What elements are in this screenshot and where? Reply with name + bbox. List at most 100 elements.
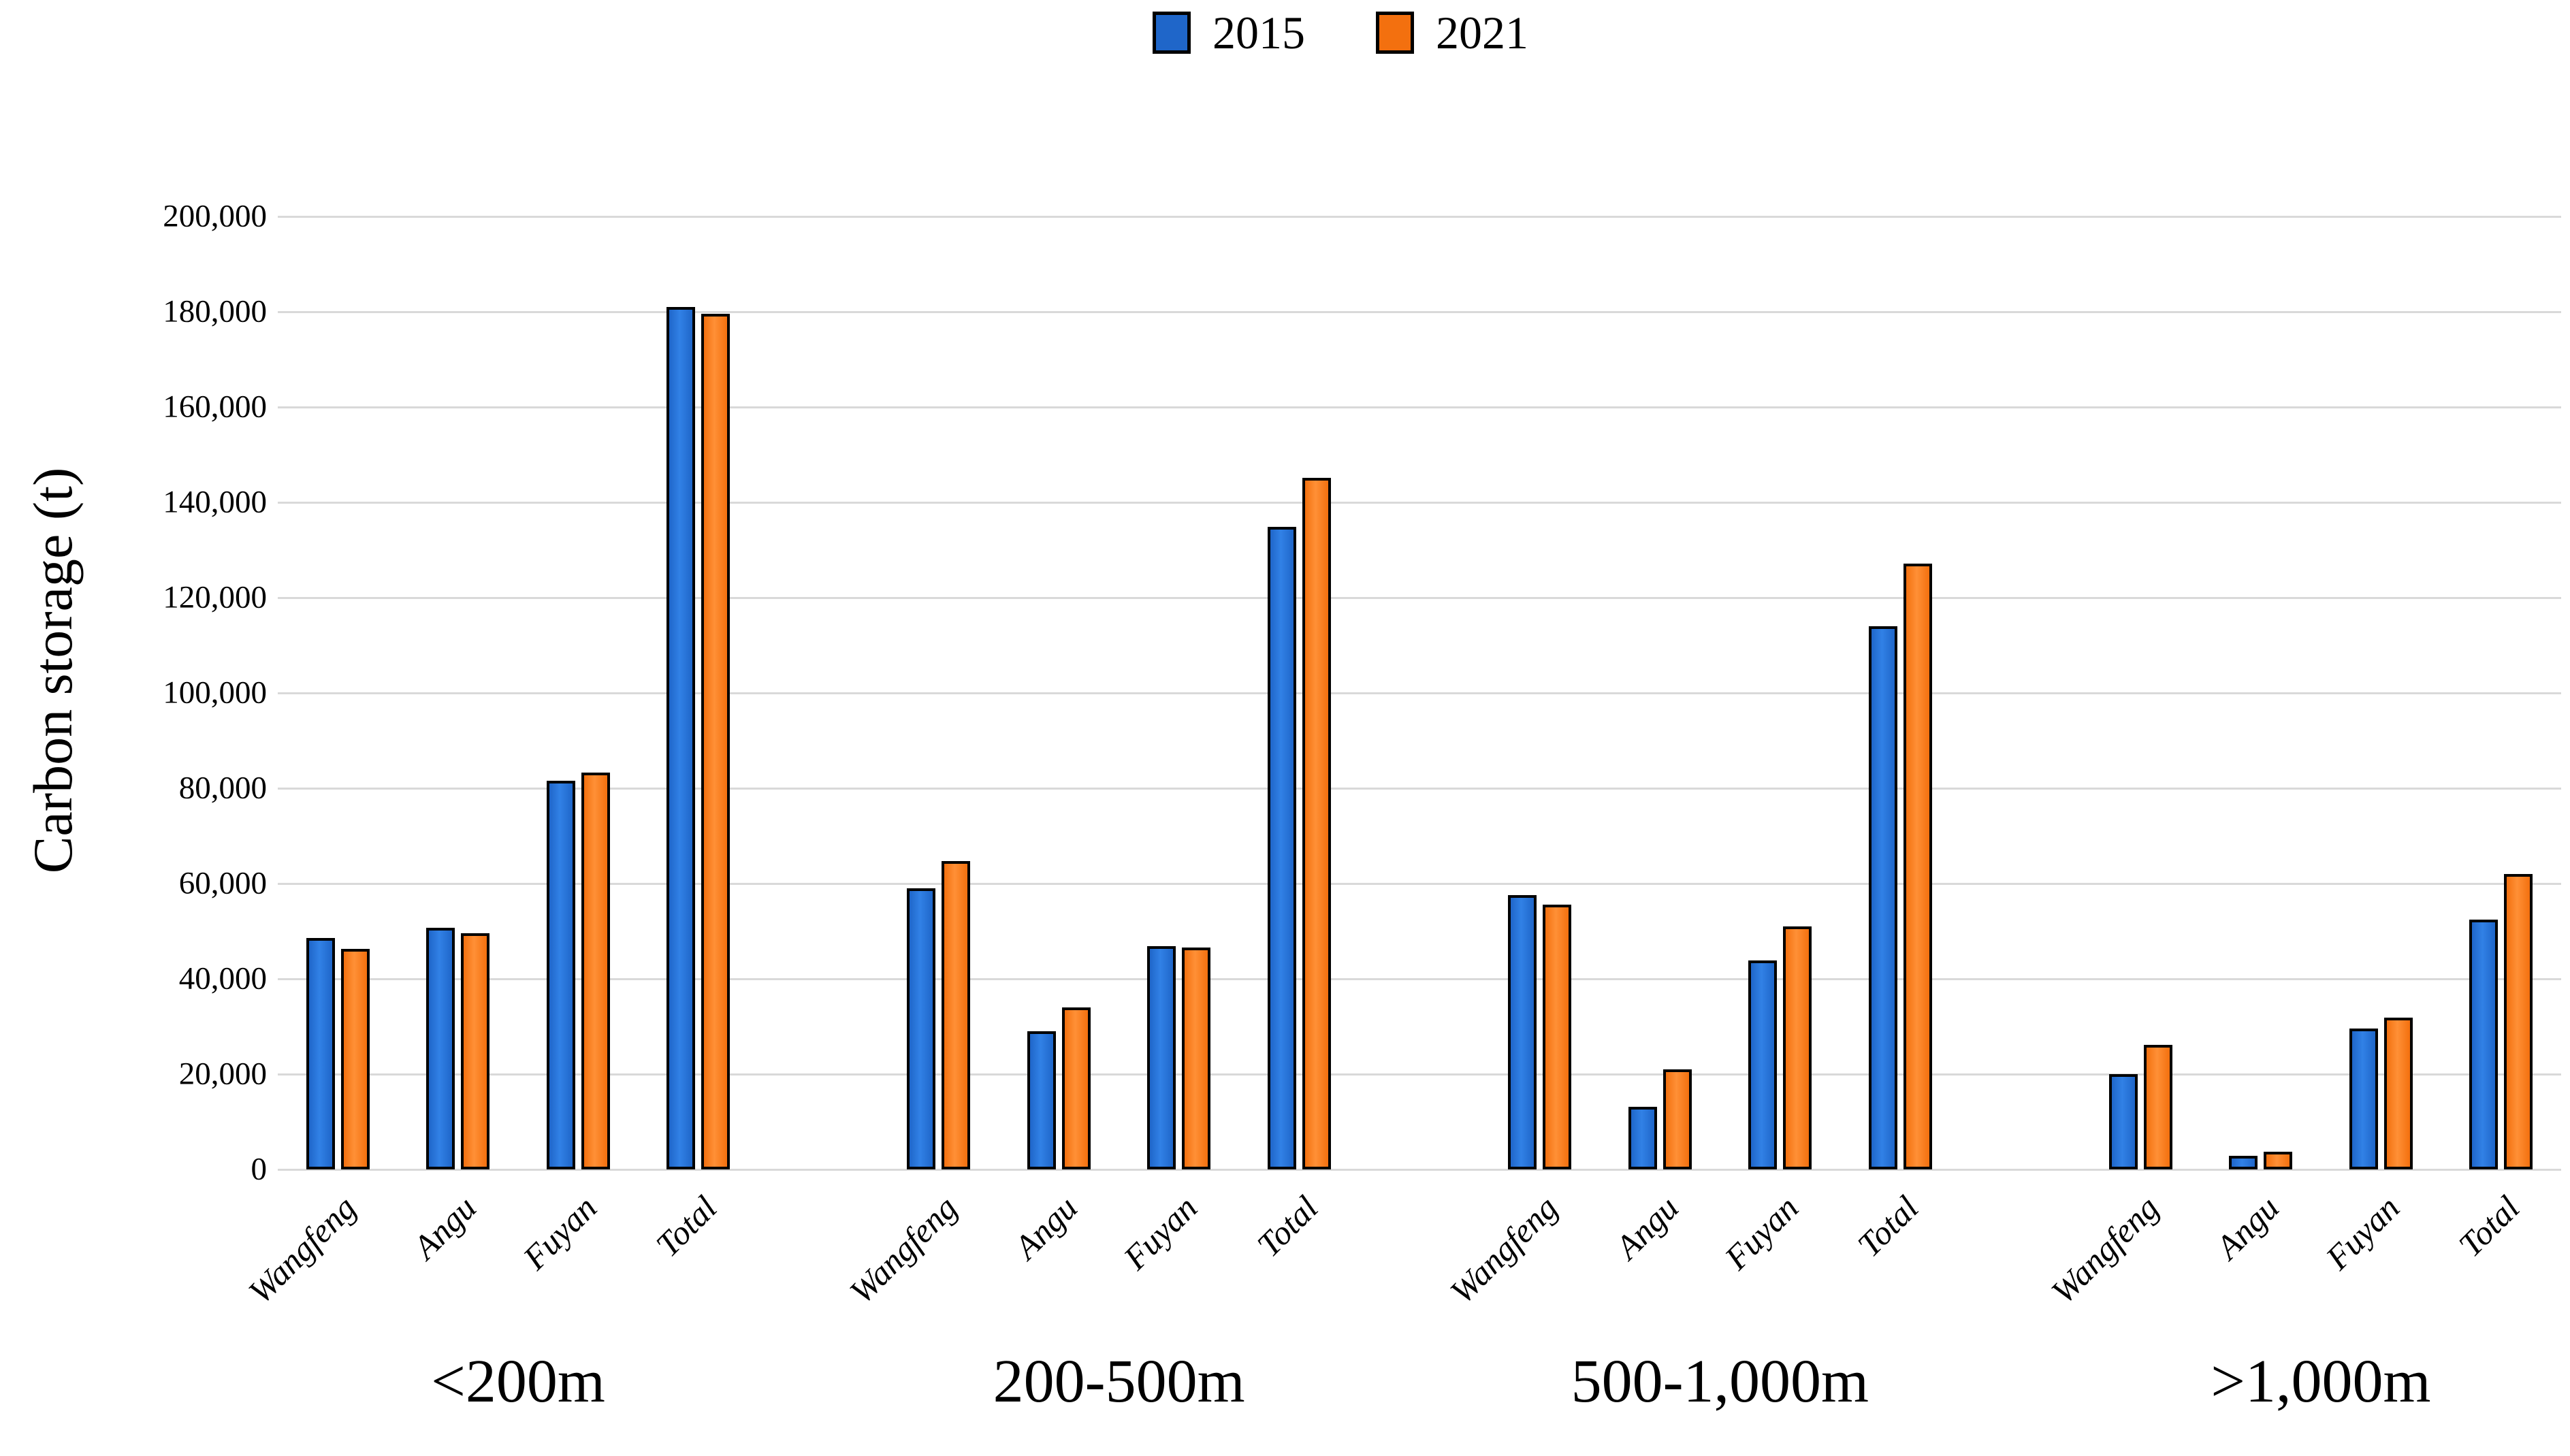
plot-area (278, 215, 2561, 1171)
bar-pair (1027, 1007, 1091, 1169)
bar-pair (546, 773, 610, 1169)
legend-label-2015: 2015 (1212, 7, 1305, 59)
bar-2015 (666, 307, 696, 1169)
category-slot (398, 928, 519, 1169)
x-label-slot: Angu (1600, 1169, 1720, 1374)
bar-pair (2349, 1018, 2413, 1169)
bar-2021 (2143, 1045, 2172, 1169)
category-label: Fuyan (2317, 1188, 2407, 1277)
group-label: >1,000m (2211, 1348, 2431, 1415)
gridline (278, 787, 2561, 790)
bar-pair (1868, 564, 1932, 1169)
bar-pair (2108, 1045, 2172, 1169)
bar-2021 (1182, 948, 1211, 1169)
bar-2015 (546, 781, 575, 1169)
x-label-slot: Wangfeng (241, 1169, 398, 1374)
chart-legend: 2015 2021 (1153, 10, 1528, 56)
bar-pair (426, 928, 490, 1169)
bar-2021 (701, 314, 730, 1169)
bar-pair (1508, 895, 1572, 1169)
category-label: Total (1850, 1188, 1926, 1264)
x-category-labels: Wangfeng Angu Fuyan Total Wangfeng Angu Fuyan T… (241, 1169, 2562, 1374)
category-slot (1720, 926, 1840, 1169)
bar-2021 (2264, 1152, 2293, 1169)
legend-item-2015: 2015 (1153, 10, 1305, 56)
category-slot (2201, 1152, 2322, 1169)
bar-pair (2229, 1152, 2293, 1169)
bar-2021 (1663, 1069, 1692, 1169)
bar-2015 (426, 928, 455, 1169)
bar-2015 (1027, 1031, 1056, 1169)
bar-2021 (2504, 874, 2533, 1169)
bar-pair (907, 861, 971, 1169)
bar-2015 (2469, 920, 2499, 1169)
category-label: Angu (1006, 1188, 1085, 1267)
bar-2015 (1868, 626, 1897, 1169)
x-label-slot: Angu (398, 1169, 519, 1374)
x-label-slot: Angu (2201, 1169, 2322, 1374)
x-label-slot: Fuyan (1717, 1169, 1840, 1374)
bars-row (278, 216, 2561, 1169)
y-tick-label: 100,000 (163, 675, 267, 711)
bar-2015 (2229, 1156, 2258, 1169)
gridline (278, 215, 2561, 218)
category-slot (999, 1007, 1119, 1169)
bar-2015 (2108, 1074, 2138, 1169)
gridline (278, 1168, 2561, 1171)
category-label: Angu (1607, 1188, 1686, 1267)
y-tick-label: 20,000 (178, 1056, 267, 1092)
bar-pair (306, 938, 370, 1169)
x-label-slot: Total (2441, 1169, 2562, 1374)
category-label: Total (1249, 1188, 1325, 1264)
gridline (278, 501, 2561, 504)
bar-pair (666, 307, 730, 1169)
category-slot (879, 861, 999, 1169)
bar-2021 (1061, 1007, 1091, 1169)
y-tick-label: 160,000 (163, 389, 267, 425)
legend-item-2021: 2021 (1376, 10, 1528, 56)
category-slot (2441, 874, 2562, 1169)
bar-pair (1268, 478, 1332, 1169)
category-slot (1600, 1069, 1720, 1169)
bar-pair (2469, 874, 2533, 1169)
bar-pair (1147, 946, 1211, 1169)
category-slot (518, 773, 639, 1169)
bar-2021 (1543, 905, 1572, 1169)
bar-pair (1628, 1069, 1692, 1169)
category-label: Total (648, 1188, 724, 1264)
category-slot (639, 307, 759, 1169)
x-label-slot: Wangfeng (2044, 1169, 2201, 1374)
category-slot (1119, 946, 1240, 1169)
category-slot (1840, 564, 1961, 1169)
category-slot (2321, 1018, 2441, 1169)
gridline (278, 310, 2561, 313)
bar-2021 (2383, 1018, 2413, 1169)
category-slot (1479, 895, 1600, 1169)
category-label: Angu (2208, 1188, 2287, 1267)
gridline (278, 692, 2561, 694)
gridline (278, 406, 2561, 408)
y-tick-label: 200,000 (163, 198, 267, 234)
category-label: Fuyan (1116, 1188, 1205, 1277)
bar-2021 (340, 949, 370, 1169)
bar-2021 (1903, 564, 1932, 1169)
y-axis-title: Carbon storage (t) (22, 467, 84, 874)
category-label: Wangfeng (241, 1188, 364, 1311)
group-label: 200-500m (993, 1348, 1245, 1415)
bar-2015 (306, 938, 335, 1169)
bar-2021 (942, 861, 971, 1169)
x-label-slot: Fuyan (2317, 1169, 2441, 1374)
legend-swatch-2015-icon (1153, 12, 1191, 54)
category-slot (278, 938, 398, 1169)
y-tick-label: 180,000 (163, 293, 267, 329)
x-label-slot: Fuyan (1116, 1169, 1240, 1374)
category-label: Fuyan (515, 1188, 604, 1277)
bar-2015 (1628, 1107, 1657, 1169)
bar-2021 (1783, 926, 1812, 1169)
y-tick-label: 140,000 (163, 484, 267, 520)
gridline (278, 1073, 2561, 1075)
bar-2015 (1508, 895, 1537, 1169)
y-tick-label: 60,000 (178, 865, 267, 901)
bar-2015 (1268, 527, 1297, 1169)
